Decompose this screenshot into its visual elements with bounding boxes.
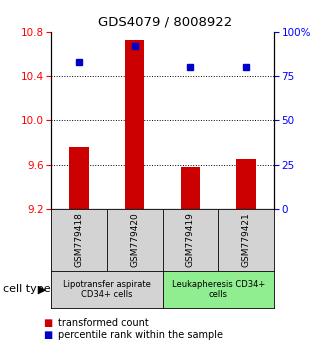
Text: GSM779419: GSM779419 [186,212,195,267]
Text: percentile rank within the sample: percentile rank within the sample [58,330,223,339]
Bar [236,159,256,209]
Text: GSM779421: GSM779421 [242,212,250,267]
Text: ■: ■ [43,318,52,328]
Bar [69,147,89,209]
Text: Lipotransfer aspirate
CD34+ cells: Lipotransfer aspirate CD34+ cells [63,280,151,299]
Text: Leukapheresis CD34+
cells: Leukapheresis CD34+ cells [172,280,265,299]
Text: GSM779420: GSM779420 [130,212,139,267]
Text: ▶: ▶ [38,284,47,295]
Text: ■: ■ [43,330,52,339]
Text: transformed count: transformed count [58,318,148,328]
Text: GDS4079 / 8008922: GDS4079 / 8008922 [98,16,232,29]
Text: GSM779418: GSM779418 [75,212,83,267]
Bar [181,167,200,209]
Text: cell type: cell type [3,284,51,295]
Bar [125,40,145,209]
